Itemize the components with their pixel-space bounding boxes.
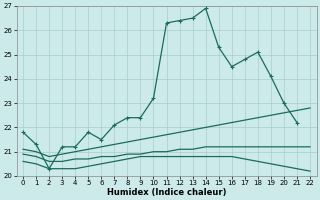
- X-axis label: Humidex (Indice chaleur): Humidex (Indice chaleur): [107, 188, 226, 197]
